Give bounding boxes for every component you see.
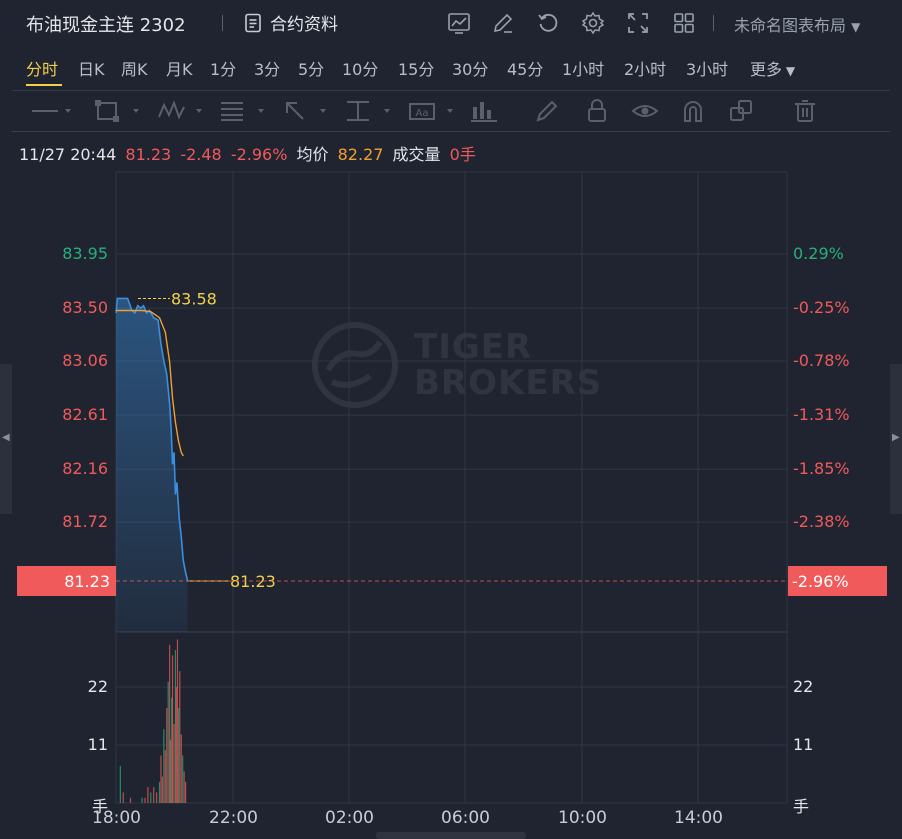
chevron-left-icon: ◀ xyxy=(2,432,10,443)
pct-axis-label: -0.78% xyxy=(793,350,850,370)
pct-axis-label: -0.25% xyxy=(793,298,850,318)
drawing-toolbar: Aa xyxy=(12,90,890,132)
chevron-down-icon: ▼ xyxy=(851,20,861,34)
period-tab-11[interactable]: 1小时 xyxy=(562,60,605,79)
right-panel-toggle[interactable]: ▶ xyxy=(890,364,902,514)
period-tab-7[interactable]: 10分 xyxy=(342,60,379,79)
volume-axis-label-right: 11 xyxy=(793,735,814,754)
price-axis-label: 82.16 xyxy=(62,459,108,479)
arrow-tool-icon[interactable] xyxy=(283,99,333,123)
current-price-badge: 81.23 xyxy=(17,566,116,596)
eye-icon[interactable] xyxy=(631,99,659,123)
svg-text:Aa: Aa xyxy=(416,108,429,119)
volume-value: 0手 xyxy=(449,145,476,164)
pct-axis-label: -1.85% xyxy=(793,459,850,479)
refresh-icon[interactable] xyxy=(536,11,560,35)
settings-icon[interactable] xyxy=(581,11,605,35)
avg-line xyxy=(116,309,184,457)
period-tab-0[interactable]: 分时 xyxy=(26,60,59,79)
tiger-logo-icon xyxy=(312,322,398,408)
period-tab-4[interactable]: 1分 xyxy=(210,60,237,79)
grid-layout-icon[interactable] xyxy=(672,11,696,35)
indicator-icon[interactable] xyxy=(447,11,471,35)
quote-price: 81.23 xyxy=(125,145,172,164)
layout-selector[interactable]: 未命名图表布局 ▼ xyxy=(734,12,860,36)
period-tab-13[interactable]: 3小时 xyxy=(686,60,729,79)
document-icon xyxy=(245,13,261,32)
avg-value: 82.27 xyxy=(337,145,384,164)
pct-axis-label: -2.38% xyxy=(793,512,850,532)
active-tab-underline xyxy=(26,84,62,86)
quote-datetime: 11/27 20:44 xyxy=(19,145,117,164)
period-tab-9[interactable]: 30分 xyxy=(452,60,489,79)
period-tab-3[interactable]: 月K xyxy=(166,60,193,79)
period-tab-10[interactable]: 45分 xyxy=(507,60,544,79)
avg-label: 均价 xyxy=(296,145,329,164)
draw-icon[interactable] xyxy=(491,11,515,35)
fullscreen-icon[interactable] xyxy=(626,11,650,35)
left-panel-toggle[interactable]: ◀ xyxy=(0,364,12,514)
clone-icon[interactable] xyxy=(728,99,756,123)
time-axis-label: 18:00 xyxy=(92,808,141,828)
price-area xyxy=(116,298,188,632)
line-tool-icon[interactable] xyxy=(30,99,74,123)
period-tab-5[interactable]: 3分 xyxy=(254,60,281,79)
quote-change: -2.48 xyxy=(180,145,222,164)
period-tab-14[interactable]: 更多 ▼ xyxy=(750,60,796,79)
top-bar: 布油现金主连 2302 合约资料 xyxy=(0,0,902,46)
time-axis-label: 14:00 xyxy=(674,808,723,828)
period-tabs: 分时 日K 周K 月K 1分 3分 5分 10分 15分 30分 45分 1小时 2小时 3小时 更多 ▼ xyxy=(0,50,902,86)
time-scroll-handle[interactable] xyxy=(376,832,526,839)
high-price-label: 83.58 xyxy=(171,289,217,308)
price-axis-label: 82.61 xyxy=(62,405,108,425)
divider xyxy=(713,15,714,31)
price-axis-label: 83.50 xyxy=(62,298,108,318)
contract-info-label: 合约资料 xyxy=(270,15,338,35)
magnet-icon[interactable] xyxy=(680,99,706,123)
layout-label: 未命名图表布局 xyxy=(734,16,847,35)
time-axis-label: 10:00 xyxy=(558,808,607,828)
time-axis-label: 22:00 xyxy=(209,808,258,828)
quote-info-line: 11/27 20:44 81.23 -2.48 -2.96% 均价 82.27 … xyxy=(19,141,480,165)
divider xyxy=(222,15,223,31)
volume-axis-label: 22 xyxy=(87,677,108,696)
period-tab-8[interactable]: 15分 xyxy=(398,60,435,79)
period-tab-12[interactable]: 2小时 xyxy=(624,60,667,79)
lock-icon[interactable] xyxy=(584,99,610,123)
volume-axis-label-right: 22 xyxy=(793,677,814,696)
price-axis-label: 81.72 xyxy=(62,512,108,532)
volume-axis-label-right: 手 xyxy=(793,797,810,816)
broker-watermark: TIGER BROKERS xyxy=(310,320,602,410)
period-tab-2[interactable]: 周K xyxy=(121,60,148,79)
trash-icon[interactable] xyxy=(792,99,818,123)
period-tab-1[interactable]: 日K xyxy=(78,60,105,79)
pct-axis-label: -1.31% xyxy=(793,405,850,425)
measure-tool-icon[interactable] xyxy=(345,99,395,123)
brush-icon[interactable] xyxy=(534,99,560,123)
volume-axis-label: 手 xyxy=(91,797,108,816)
watermark-line2: BROKERS xyxy=(414,363,603,403)
quote-change-pct: -2.96% xyxy=(230,145,288,164)
period-tab-6[interactable]: 5分 xyxy=(298,60,325,79)
text-tool-icon[interactable]: Aa xyxy=(408,99,458,123)
price-axis-label: 83.06 xyxy=(62,350,108,370)
current-pct-badge: -2.96% xyxy=(788,566,887,596)
fib-tool-icon[interactable] xyxy=(219,99,269,123)
price-axis-label: 83.95 xyxy=(62,244,108,263)
watermark-line1: TIGER xyxy=(414,327,533,367)
volume-label: 成交量 xyxy=(392,145,441,164)
indicator-bar-icon[interactable] xyxy=(470,99,498,123)
contract-info-button[interactable]: 合约资料 xyxy=(244,10,338,35)
price-line xyxy=(115,297,189,582)
time-axis-label: 06:00 xyxy=(441,808,490,828)
instrument-title[interactable]: 布油现金主连 2302 xyxy=(26,15,186,36)
chevron-right-icon: ▶ xyxy=(892,432,900,443)
pattern-tool-icon[interactable] xyxy=(157,99,207,123)
volume-axis-label: 11 xyxy=(87,735,108,754)
chevron-down-icon: ▼ xyxy=(782,64,796,78)
time-axis-label: 02:00 xyxy=(325,808,374,828)
rectangle-tool-icon[interactable] xyxy=(94,99,144,123)
pct-axis-label: 0.29% xyxy=(793,244,844,263)
